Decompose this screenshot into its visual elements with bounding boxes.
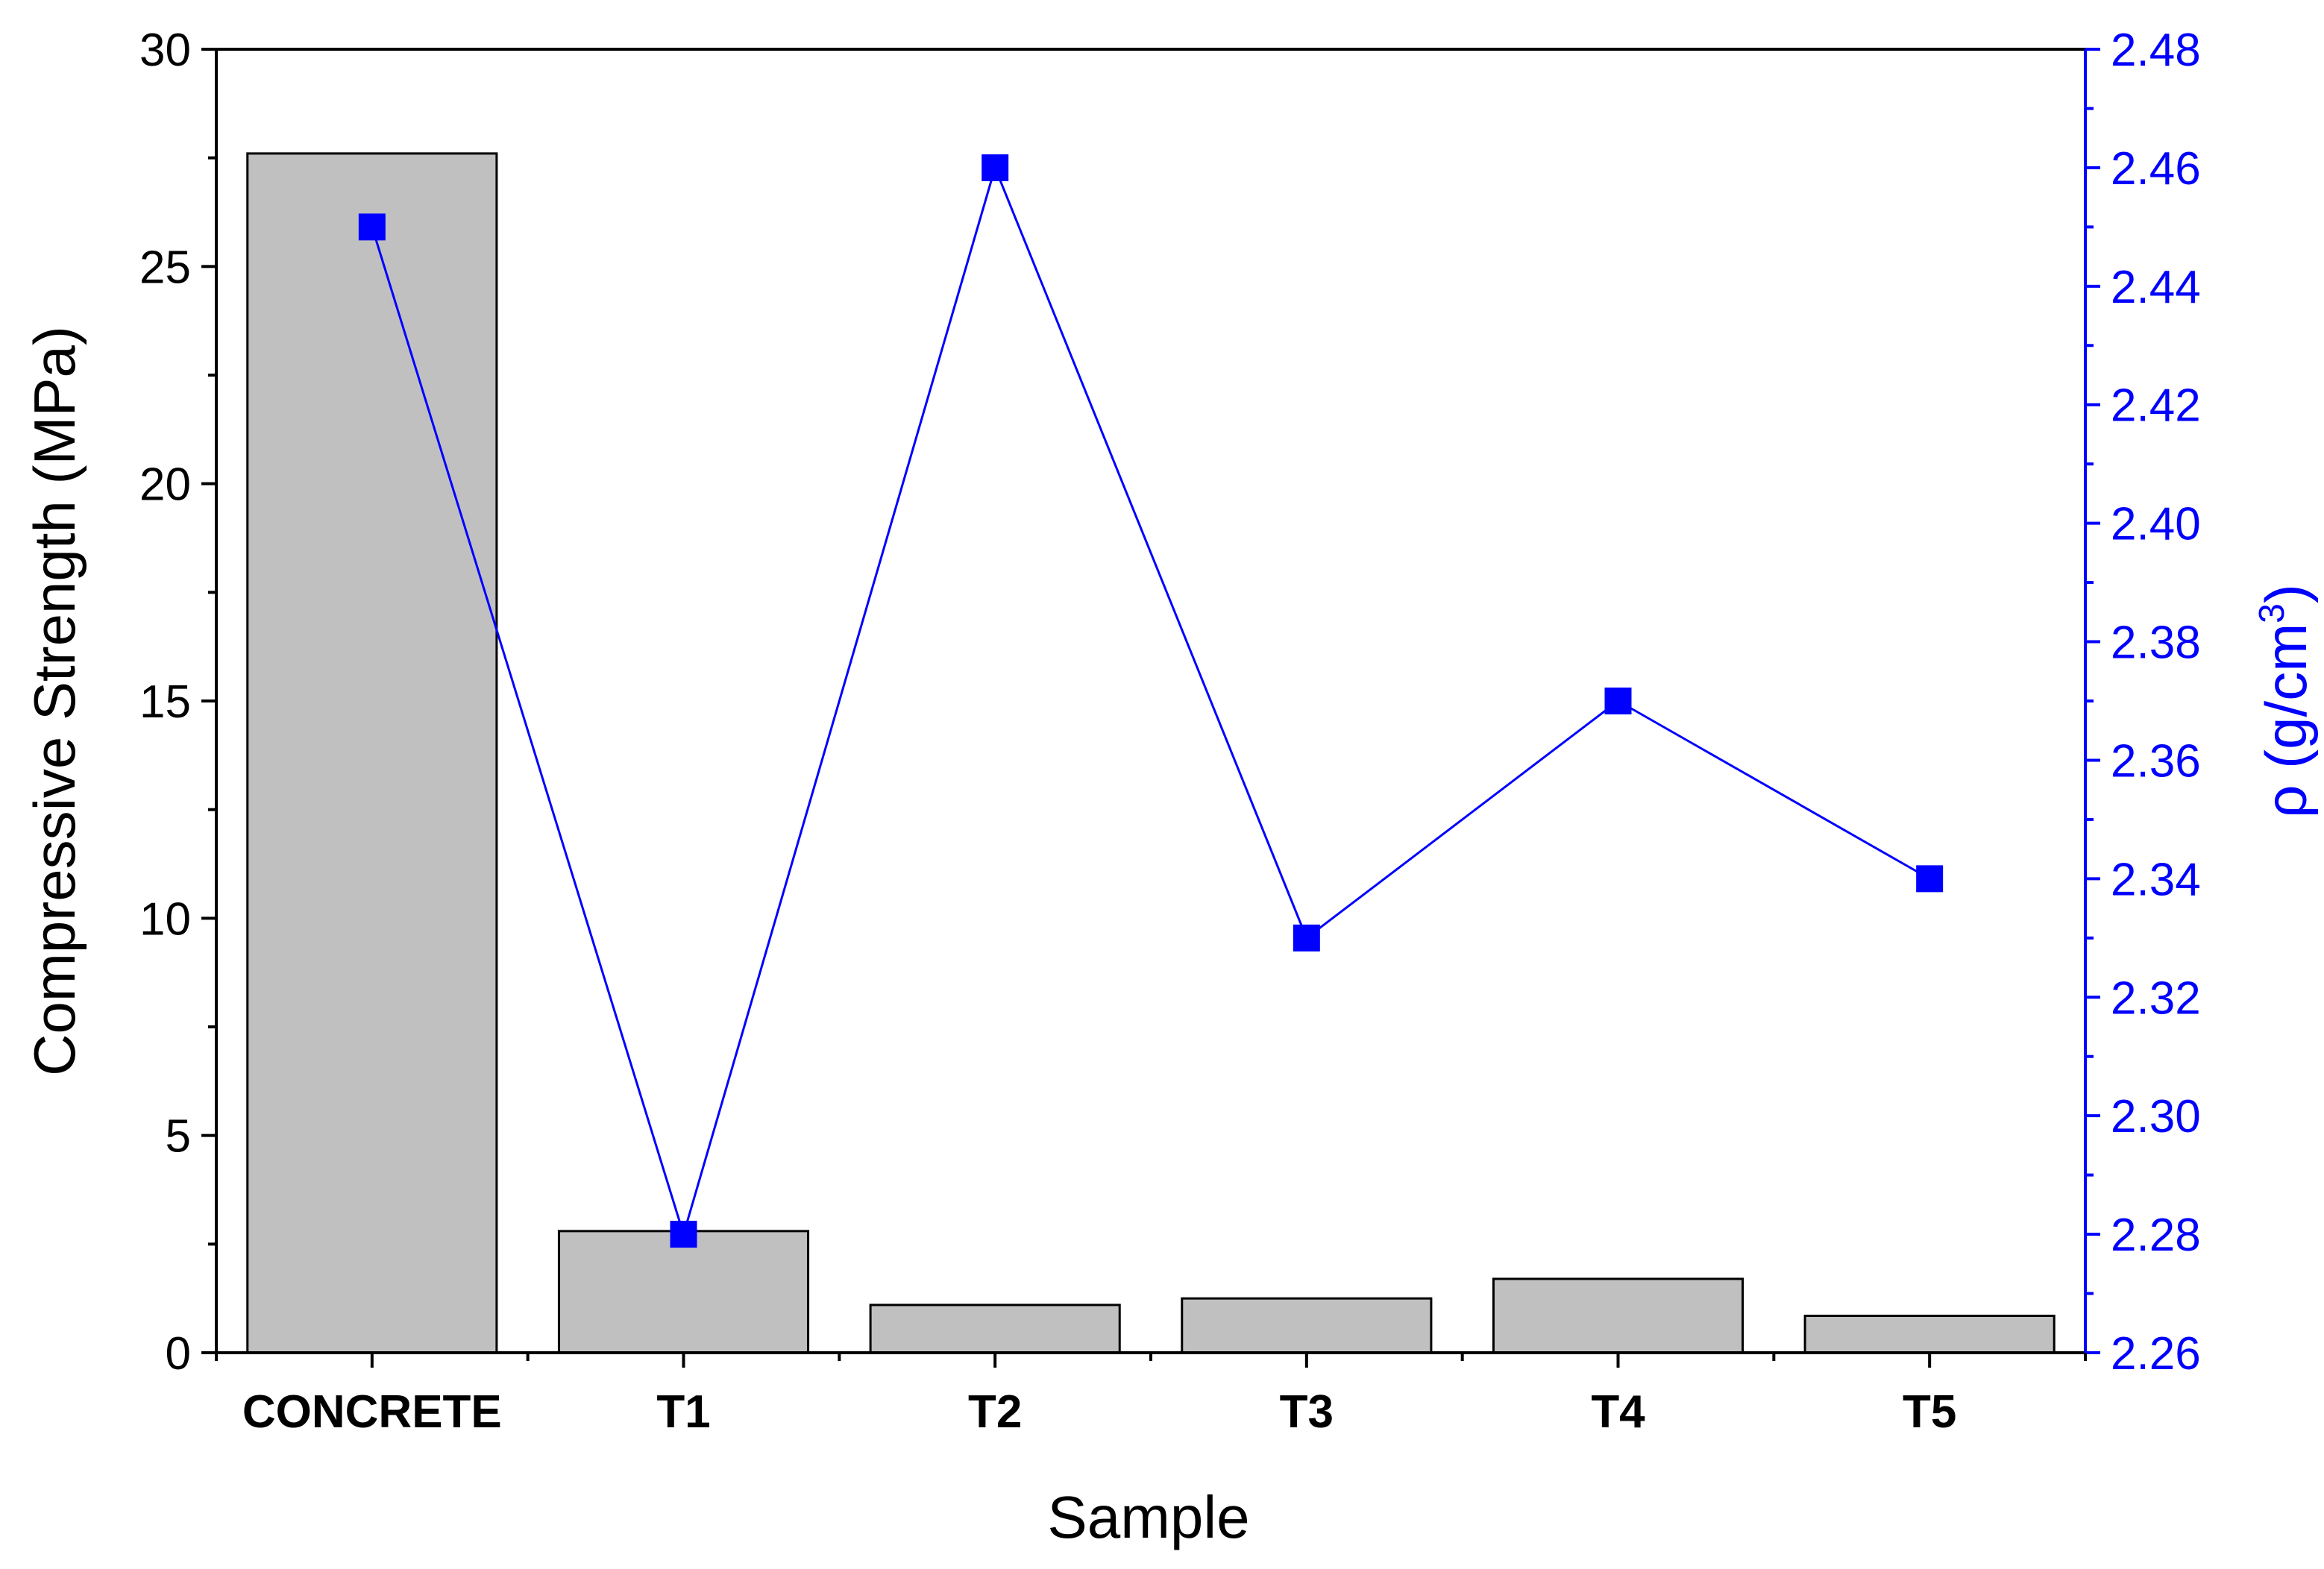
y-tick-label-30: 30 xyxy=(139,25,191,76)
density-point-t4 xyxy=(1604,688,1632,714)
bar-t1 xyxy=(557,1230,810,1354)
x-tick-label-t5: T5 xyxy=(1903,1386,1956,1438)
density-point-t1 xyxy=(670,1221,697,1248)
ticks-group: 0 5 10 15 20 25 30 2.26 2.28 2.30 2.32 2.34 2.36 2.38… xyxy=(139,25,2201,1438)
x-axis-label: Sample xyxy=(1047,1484,1249,1550)
y-tick-label-15: 15 xyxy=(139,676,191,728)
y-right-tick-label-2-28: 2.28 xyxy=(2111,1210,2201,1261)
bar-t2 xyxy=(869,1304,1121,1354)
y-right-axis-label-sup: 3 xyxy=(2252,603,2292,623)
y-right-tick-label-2-48: 2.48 xyxy=(2111,25,2201,76)
density-line xyxy=(371,164,1930,1239)
bar-t3 xyxy=(1181,1297,1433,1354)
y-right-tick-label-2-38: 2.38 xyxy=(2111,617,2201,669)
x-tick-label-t4: T4 xyxy=(1591,1386,1645,1438)
x-tick-label-t3: T3 xyxy=(1280,1386,1334,1438)
y-tick-label-25: 25 xyxy=(139,242,191,293)
bar-concrete xyxy=(246,152,498,1354)
y-right-axis-label-main: ρ (g/cm xyxy=(2253,623,2319,818)
bar-t5 xyxy=(1803,1314,2056,1354)
y-right-tick-label-2-32: 2.32 xyxy=(2111,972,2201,1024)
y-right-tick-label-2-34: 2.34 xyxy=(2111,854,2201,905)
y-right-tick-label-2-42: 2.42 xyxy=(2111,380,2201,432)
y-tick-label-5: 5 xyxy=(166,1111,191,1163)
y-right-tick-label-2-36: 2.36 xyxy=(2111,735,2201,787)
y-right-tick-label-2-40: 2.40 xyxy=(2111,499,2201,550)
y-right-tick-label-2-46: 2.46 xyxy=(2111,143,2201,195)
density-line-group xyxy=(358,154,1944,1248)
density-point-t5 xyxy=(1916,865,1944,893)
x-tick-label-t2: T2 xyxy=(968,1386,1022,1438)
y-right-tick-label-2-26: 2.26 xyxy=(2111,1328,2201,1380)
y-right-axis-label: ρ (g/cm3) xyxy=(2252,584,2319,818)
y-tick-label-0: 0 xyxy=(166,1328,191,1380)
bars-group xyxy=(246,152,2056,1354)
x-tick-label-t1: T1 xyxy=(656,1386,710,1438)
y-tick-label-20: 20 xyxy=(139,459,191,511)
y-right-tick-label-2-44: 2.44 xyxy=(2111,262,2201,313)
x-tick-label-concrete: CONCRETE xyxy=(242,1386,502,1438)
density-point-t3 xyxy=(1293,924,1320,952)
density-point-t2 xyxy=(982,154,1009,181)
y-tick-label-10: 10 xyxy=(139,893,191,945)
y-axis-label: Compressive Strength (MPa) xyxy=(22,326,87,1076)
bar-t4 xyxy=(1492,1277,1744,1354)
y-right-tick-label-2-30: 2.30 xyxy=(2111,1091,2201,1142)
y-right-axis-label-tail: ) xyxy=(2253,584,2319,603)
density-point-concrete xyxy=(358,213,386,241)
